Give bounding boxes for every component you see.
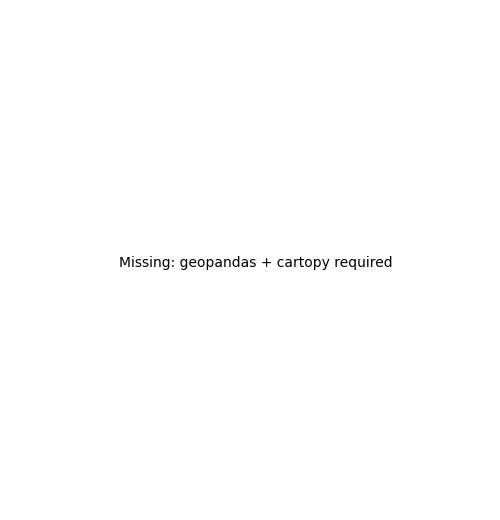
Text: Missing: geopandas + cartopy required: Missing: geopandas + cartopy required [120,256,393,269]
